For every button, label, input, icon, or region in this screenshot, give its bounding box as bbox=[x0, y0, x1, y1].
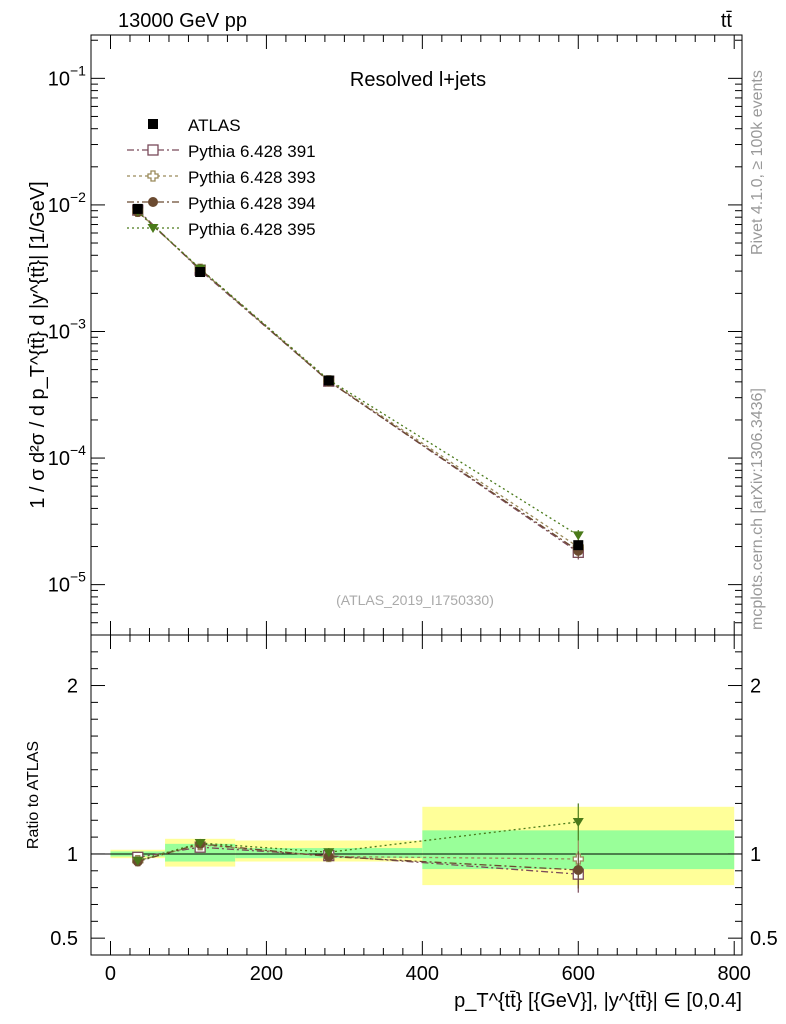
x-tick-label: 600 bbox=[562, 963, 595, 985]
x-tick-label: 400 bbox=[406, 963, 439, 985]
legend-marker-2 bbox=[147, 170, 159, 182]
legend-atlas-label: ATLAS bbox=[188, 116, 241, 135]
ratio-y-tick-label-right: 2 bbox=[750, 676, 761, 698]
legend: ATLAS Pythia 6.428 391 Pythia 6.428 393 Pyt… bbox=[127, 116, 316, 239]
main-y-axis-label: 1 / σ d²σ / d p_T^{tt̄} d |y^{tt̄}| [1/G… bbox=[27, 181, 49, 508]
ratio-point-3 bbox=[573, 864, 584, 875]
x-tick-label: 200 bbox=[250, 963, 283, 985]
series-line-4 bbox=[137, 210, 579, 536]
series-line-3 bbox=[137, 211, 579, 552]
atlas-data-point bbox=[132, 203, 143, 214]
ratio-y-tick-label: 2 bbox=[67, 676, 78, 698]
atlas-data-point bbox=[323, 375, 334, 386]
mcplots-label: mcplots.cern.ch [arXiv:1306.3436] bbox=[749, 388, 766, 630]
ratio-y-axis-label: Ratio to ATLAS bbox=[25, 741, 42, 849]
series-line-1 bbox=[137, 209, 579, 553]
ratio-point-4 bbox=[194, 839, 206, 848]
legend-label-4: Pythia 6.428 395 bbox=[188, 220, 316, 239]
analysis-watermark: (ATLAS_2019_I1750330) bbox=[336, 592, 494, 608]
main-y-tick-exponent: −4 bbox=[70, 442, 86, 458]
panel-title: Resolved l+jets bbox=[350, 69, 486, 91]
ratio-y-tick-label: 0.5 bbox=[50, 928, 78, 950]
ratio-y-tick-labels: 0.5 0.5 1 1 2 2 bbox=[50, 676, 778, 951]
main-y-tick-label: 10 bbox=[48, 68, 70, 90]
main-y-tick-label: 10 bbox=[48, 195, 70, 217]
ratio-series bbox=[132, 803, 584, 893]
x-tick-labels: 0 200 400 600 800 bbox=[105, 963, 751, 985]
rivet-label: Rivet 4.1.0, ≥ 100k events bbox=[749, 70, 766, 255]
energy-label: 13000 GeV pp bbox=[118, 10, 247, 32]
ratio-point-4 bbox=[132, 856, 144, 866]
legend-marker-1 bbox=[147, 144, 159, 156]
main-ticks bbox=[91, 35, 742, 636]
main-y-tick-exponent: −3 bbox=[70, 315, 86, 331]
ratio-panel: 0.5 0.51 12 2 0 200 400 600 800 Ratio to ATLAS … bbox=[25, 634, 778, 1012]
ratio-y-tick-label-right: 1 bbox=[750, 844, 761, 866]
legend-marker-3 bbox=[148, 197, 158, 207]
atlas-data bbox=[132, 203, 584, 551]
series-line-2 bbox=[137, 210, 579, 548]
x-axis-label: p_T^{tt̄} [{GeV}], |y^{tt̄}| ∈ [0,0.4] bbox=[454, 990, 742, 1012]
main-y-tick-exponent: −2 bbox=[70, 189, 86, 205]
atlas-data-point bbox=[195, 267, 206, 278]
ratio-y-tick-label: 1 bbox=[67, 844, 78, 866]
main-y-tick-label: 10 bbox=[48, 448, 70, 470]
main-y-tick-exponent: −1 bbox=[70, 62, 86, 78]
legend-label-2: Pythia 6.428 393 bbox=[188, 168, 316, 187]
process-label: tt̄ bbox=[721, 10, 733, 32]
ratio-y-tick-label-right: 0.5 bbox=[750, 928, 778, 950]
x-tick-label: 800 bbox=[718, 963, 751, 985]
legend-atlas-marker bbox=[148, 119, 158, 129]
main-panel: 10−510−410−310−210−1 Resolved l+jets (AT… bbox=[27, 34, 743, 636]
series-point-4 bbox=[572, 531, 584, 541]
main-series bbox=[132, 204, 584, 560]
atlas-data-point bbox=[573, 540, 584, 551]
x-tick-label: 0 bbox=[105, 963, 116, 985]
ratio-frame bbox=[90, 634, 743, 956]
legend-label-3: Pythia 6.428 394 bbox=[188, 194, 316, 213]
main-y-tick-label: 10 bbox=[48, 575, 70, 597]
ratio-point-4 bbox=[572, 817, 584, 827]
ratio-line-3 bbox=[137, 843, 579, 871]
main-y-tick-exponent: −5 bbox=[70, 569, 86, 585]
legend-marker-4 bbox=[147, 224, 159, 233]
ratio-point-4 bbox=[323, 848, 335, 858]
ratio-ticks bbox=[91, 634, 742, 956]
main-y-tick-labels: 10−510−410−310−210−1 bbox=[48, 62, 86, 596]
legend-label-1: Pythia 6.428 391 bbox=[188, 142, 316, 161]
main-y-tick-label: 10 bbox=[48, 321, 70, 343]
